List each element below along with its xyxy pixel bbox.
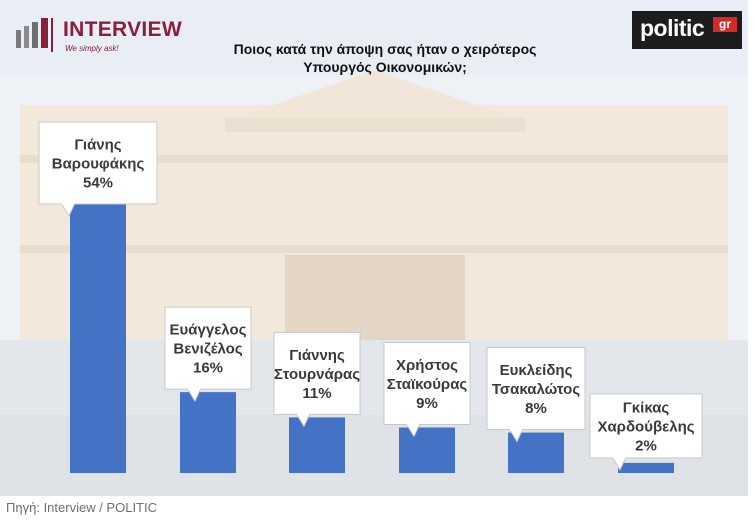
category-label-2-line-2: Βενιζέλος	[173, 341, 242, 358]
bar-1	[70, 200, 126, 473]
callout-joint-3	[297, 412, 309, 416]
data-label-4: 9%	[416, 395, 438, 412]
callout-box-6	[589, 393, 703, 459]
callout-joint-6	[613, 455, 625, 459]
category-label-1-line-2: Βαρουφάκης	[52, 156, 145, 173]
interview-brand-name: INTERVIEW	[63, 18, 182, 41]
callout-box-4	[383, 342, 471, 425]
callout-box-1	[38, 121, 158, 205]
politic-logo: politic gr	[632, 11, 742, 49]
chart-title-line-2: Υπουργός Οικονομικών;	[303, 59, 467, 75]
interview-bars-icon	[16, 18, 53, 52]
data-label-6: 2%	[635, 437, 657, 454]
callout-joint-1	[62, 202, 74, 205]
category-label-3-line-1: Γιάννης	[289, 347, 345, 364]
data-label-2: 16%	[193, 360, 223, 377]
callout-box-5	[486, 347, 586, 431]
category-label-4-line-2: Σταϊκούρας	[387, 376, 468, 393]
callout-joint-2	[188, 387, 200, 391]
chart-frame: INTERVIEW We simply ask! politic gr Ποιο…	[0, 0, 748, 496]
interview-tagline: We simply ask!	[65, 44, 119, 53]
bar-chart: Γιάνης Βαρουφάκης 54% Ευάγγελος Βενιζέλος 16%…	[38, 121, 703, 473]
chart-title-line-1: Ποιος κατά την άποψη σας ήταν ο χειρότερ…	[233, 41, 537, 57]
data-label-3: 11%	[302, 385, 331, 402]
callout-joint-4	[407, 422, 419, 426]
category-label-4-line-1: Χρήστος	[396, 357, 458, 374]
category-label-6-line-2: Χαρδούβελης	[597, 418, 694, 435]
callout-joint-5	[510, 427, 522, 431]
callout-box-3	[273, 331, 361, 415]
politic-brand-name: politic	[640, 15, 705, 41]
category-label-5-line-2: Τσακαλώτος	[492, 381, 580, 398]
bar-4	[399, 427, 455, 473]
data-label-1: 54%	[83, 175, 113, 192]
bar-2	[180, 392, 236, 473]
callout-box-2	[164, 306, 252, 390]
interview-logo: INTERVIEW We simply ask!	[14, 14, 184, 58]
data-label-5: 8%	[525, 400, 547, 417]
category-label-2-line-1: Ευάγγελος	[170, 322, 247, 339]
bar-6	[618, 462, 674, 473]
category-label-3-line-2: Στουρνάρας	[274, 366, 360, 383]
source-note: Πηγή: Interview / POLITIC	[6, 500, 157, 515]
category-label-6-line-1: Γκίκας	[623, 399, 670, 416]
category-label-5-line-1: Ευκλείδης	[500, 362, 573, 379]
politic-gr-badge: gr	[713, 17, 737, 32]
bar-3	[289, 417, 345, 473]
category-label-1-line-1: Γιάνης	[74, 137, 121, 154]
chart-title: Ποιος κατά την άποψη σας ήταν ο χειρότερ…	[190, 40, 580, 76]
